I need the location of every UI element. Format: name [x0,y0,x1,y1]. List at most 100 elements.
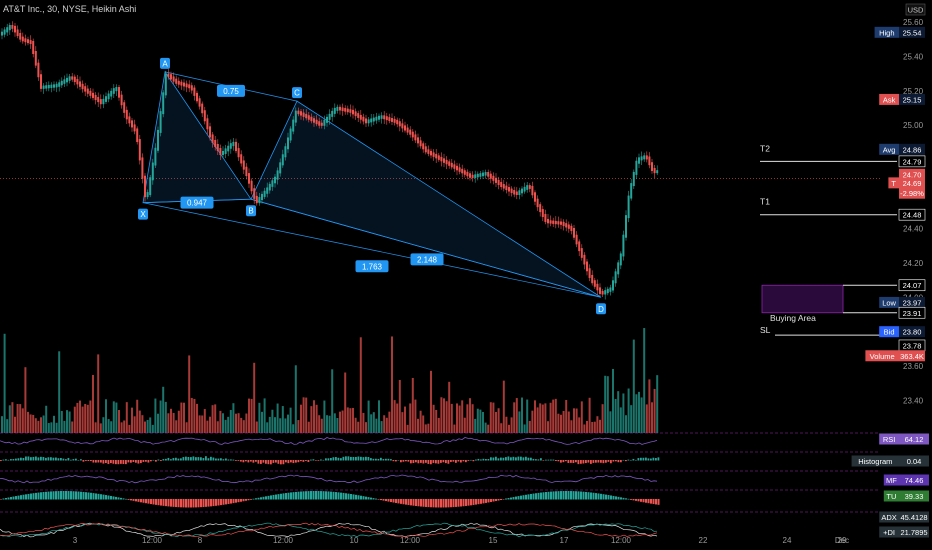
candle [211,134,214,143]
volume-bar [419,410,422,433]
tu-bar [525,494,527,500]
volume-bar [583,424,586,433]
tu-bar [495,499,497,502]
candle [619,253,622,266]
volume-bar [359,337,362,433]
candle [154,147,157,166]
tu-bar [587,492,590,500]
candle [151,162,154,181]
histogram-bar [617,460,620,463]
candle [170,74,172,80]
tu-bar [202,499,205,508]
candle [604,290,607,295]
volume-bar [274,417,276,433]
volume-bar [292,424,295,433]
candle [513,190,516,195]
histogram-bar [237,460,240,461]
tu-bar [602,494,605,500]
volume-bar [185,422,188,433]
histogram-bar [280,460,282,465]
histogram-bar [552,459,555,461]
histogram-bar [515,457,517,461]
histogram-bar [185,456,187,461]
histogram-bar [592,460,595,463]
x-axis-tick: 3 [73,536,78,545]
volume-bar [487,424,490,433]
candle [258,197,261,204]
pattern-point-d [596,303,606,315]
candle [536,198,539,208]
histogram-bar [15,458,17,461]
histogram-bar [605,460,607,463]
tu-bar [40,492,42,500]
tu-bar [370,497,372,500]
candle [323,119,326,126]
tu-bar [317,491,320,500]
volume-bar [89,400,92,433]
tu-bar [180,499,182,508]
candle [84,86,87,92]
candle [380,115,383,119]
volume-bar [367,400,370,433]
volume-bar [177,410,180,433]
tu-bar [332,491,335,500]
histogram-bar [615,460,617,462]
volume-bar [323,400,326,433]
volume-bar [362,412,365,433]
volume-bar [560,414,562,433]
volume-bar [409,403,412,433]
histogram-bar [270,460,272,465]
histogram-bar [395,460,397,462]
volume-bar [193,398,196,433]
volume-bar [448,381,451,433]
candle [172,76,175,82]
tu-bar [10,497,12,500]
histogram-bar [597,460,600,463]
tu-bar [400,499,402,504]
volume-bar [645,404,648,433]
tu-bar [410,499,412,506]
histogram-bar [457,460,460,462]
pattern-point-label: X [140,210,146,219]
candle [495,177,497,183]
volume-bar [271,409,274,433]
candle [388,117,391,122]
histogram-bar [80,459,82,461]
histogram-bar [435,460,437,464]
candle [448,161,451,166]
price-tag-label-box [879,296,899,308]
tu-bar [380,499,382,501]
volume-bar [1,416,3,433]
candle [539,204,542,213]
tu-bar [50,491,52,500]
histogram-bar [132,460,135,463]
candle [528,185,531,189]
histogram-bar [177,458,180,461]
volume-bar [107,419,110,433]
histogram-bar [375,458,377,461]
volume-bar [375,418,378,433]
level-label: SL [760,325,771,335]
histogram-bar [510,457,512,461]
histogram-bar [5,459,7,461]
volume-bar [518,411,521,433]
tu-bar [342,492,345,500]
candle [396,119,399,125]
tu-bar [32,493,35,500]
price-tag-box [898,155,926,168]
tu-bar [652,499,655,505]
candle [313,118,315,123]
tu-bar [100,494,102,500]
candle [89,90,92,96]
candle [8,24,11,31]
tu-bar [87,492,90,500]
histogram-bar [535,459,537,461]
candle [219,148,222,156]
candle [3,29,6,35]
volume-bar [97,354,100,433]
tu-bar [65,491,67,500]
volume-bar [42,415,45,433]
histogram-bar [25,456,27,461]
candle [505,185,508,191]
